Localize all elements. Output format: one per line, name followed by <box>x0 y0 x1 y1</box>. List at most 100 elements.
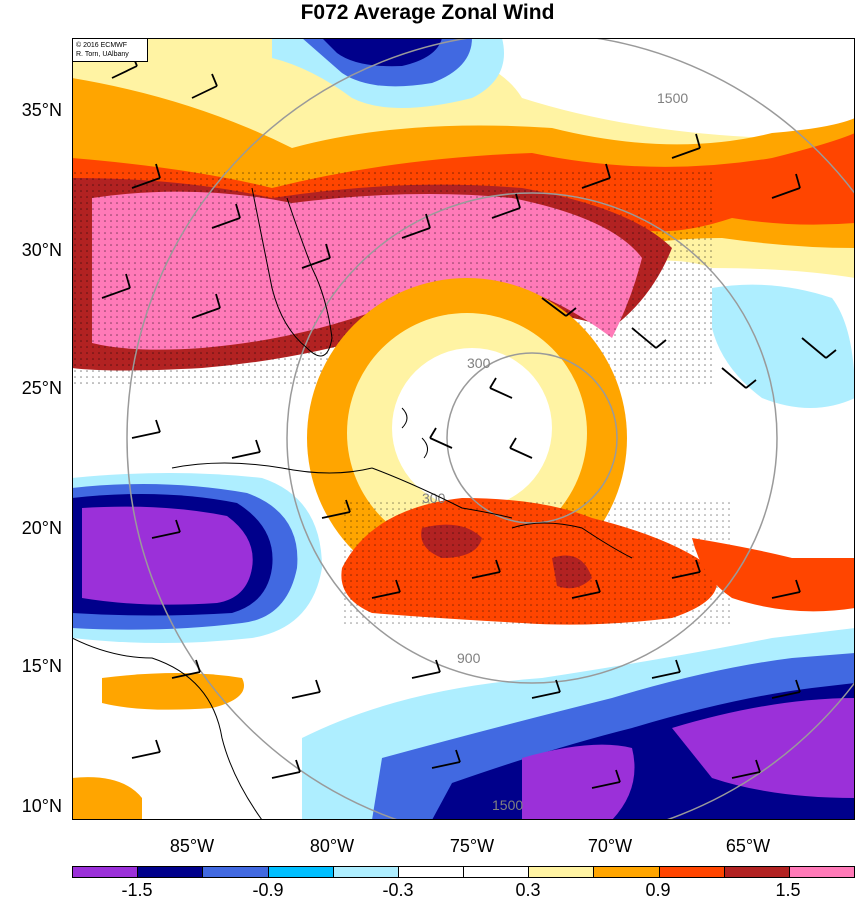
wind-barb <box>291 679 321 699</box>
lon-label-65w: 65°W <box>725 836 771 856</box>
ring-label-900: 900 <box>457 650 481 666</box>
wind-barb <box>471 559 501 579</box>
wind-barb <box>541 297 577 317</box>
credit-line-1: © 2016 ECMWF <box>76 42 128 49</box>
wind-barb <box>591 769 621 789</box>
wind-barb <box>431 749 461 769</box>
colorbar-segment <box>724 867 790 877</box>
wind-barb <box>651 659 681 679</box>
wind-barb <box>429 427 453 449</box>
range-ring-1500 <box>126 38 855 820</box>
wind-barb <box>211 203 241 229</box>
cuba-coast-east <box>371 467 513 519</box>
lat-label-10n: 10°N <box>21 796 62 816</box>
ring-label-300-a: 300 <box>467 355 491 371</box>
wind-barb <box>271 759 301 779</box>
colorbar-segment <box>268 867 334 877</box>
wind-barb <box>411 659 441 679</box>
shade-red-orange-east <box>692 538 855 612</box>
lat-label-30n: 30°N <box>21 240 62 260</box>
bahamas-coast <box>401 407 428 459</box>
shade-navy-ne <box>322 38 442 67</box>
colorbar-tick-0.9: 0.9 <box>645 880 671 900</box>
wind-barb <box>371 579 401 599</box>
wind-barb <box>131 163 161 189</box>
lon-label-70w: 70°W <box>587 836 633 856</box>
shade-white-core <box>392 348 552 508</box>
lat-label-15n: 15°N <box>21 656 62 676</box>
shade-purple-south-1 <box>522 744 635 820</box>
ring-label-1500-b: 1500 <box>492 797 523 813</box>
wind-barb <box>131 739 161 759</box>
wind-barb <box>131 419 161 439</box>
range-ring-labels: 300 300 900 1500 1500 <box>422 90 688 813</box>
wind-barb <box>771 579 801 599</box>
lon-label-75w: 75°W <box>449 836 495 856</box>
wind-barb <box>321 499 351 519</box>
colorbar-segment <box>398 867 465 877</box>
shade-light-blue-east <box>712 284 855 408</box>
wind-barb <box>171 659 201 679</box>
wind-barb <box>671 133 701 159</box>
colorbar-segment <box>333 867 399 877</box>
lon-label-80w: 80°W <box>309 836 355 856</box>
colorbar-tick-neg0.3: -0.3 <box>382 880 414 900</box>
map-title: F072 Average Zonal Wind <box>300 1 555 24</box>
lat-label-25n: 25°N <box>21 378 62 398</box>
colorbar-segment <box>464 867 530 877</box>
credit-line-2: R. Torn, UAlbany <box>76 51 129 58</box>
shade-orange-corner <box>72 777 142 820</box>
colorbar-segment <box>659 867 725 877</box>
wind-barb <box>191 73 218 99</box>
lon-label-85w: 85°W <box>169 836 215 856</box>
range-ring-300 <box>446 352 618 524</box>
colorbar-segment <box>529 867 595 877</box>
map-canvas: 300 300 900 1500 1500 <box>72 38 855 820</box>
colorbar-segment <box>138 867 204 877</box>
wind-barb <box>771 679 801 699</box>
wind-barb <box>531 679 561 699</box>
wind-barb <box>731 759 761 779</box>
colorbar-segment <box>594 867 660 877</box>
colorbar-segment <box>789 867 855 877</box>
shade-purple-south-2 <box>672 698 855 798</box>
shade-purple-west <box>82 506 253 605</box>
ring-label-300-b: 300 <box>422 490 446 506</box>
wind-barbs <box>101 53 837 789</box>
colorbar-tick-neg1.5: -1.5 <box>121 880 153 900</box>
colorbar <box>72 866 855 878</box>
lat-label-20n: 20°N <box>21 518 62 538</box>
wind-barb <box>191 293 221 319</box>
stipple-south <box>342 498 732 628</box>
wind-barb <box>631 327 667 349</box>
wind-barb <box>301 243 331 269</box>
wind-barb <box>721 367 757 389</box>
wind-barb <box>231 439 261 459</box>
coastlines <box>72 187 633 820</box>
wind-barb <box>489 377 513 399</box>
wind-barb <box>101 273 131 299</box>
ring-label-1500-a: 1500 <box>657 90 688 106</box>
wind-barb <box>509 437 533 459</box>
wind-barb <box>671 559 701 579</box>
colorbar-segment <box>203 867 269 877</box>
lat-label-35n: 35°N <box>21 100 62 120</box>
range-ring-900 <box>286 192 778 684</box>
wind-barb <box>771 173 801 199</box>
central-america-coast <box>72 637 263 820</box>
wind-barb <box>801 337 837 359</box>
zonal-wind-map: 300 300 900 1500 1500 <box>72 38 855 820</box>
wind-barb <box>581 163 611 189</box>
wind-barb <box>571 579 601 599</box>
wind-barb <box>491 193 521 219</box>
florida-coast <box>251 187 333 357</box>
hispaniola-coast <box>511 522 633 559</box>
colorbar-segment <box>73 867 139 877</box>
colorbar-tick-0.3: 0.3 <box>515 880 541 900</box>
credit-box: © 2016 ECMWF R. Torn, UAlbany <box>72 38 148 62</box>
range-rings <box>126 38 855 820</box>
cuba-coast-west <box>171 462 373 474</box>
colorbar-tick-neg0.9: -0.9 <box>252 880 284 900</box>
colorbar-tick-1.5: 1.5 <box>775 880 801 900</box>
wind-barb <box>151 519 181 539</box>
